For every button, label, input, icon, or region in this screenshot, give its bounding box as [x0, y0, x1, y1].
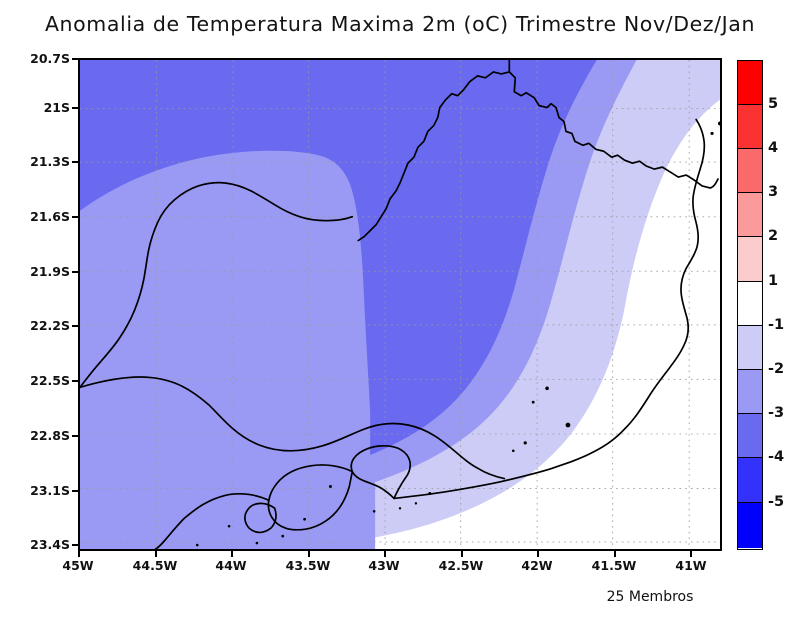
colorbar-tick-label: 2	[768, 228, 779, 244]
y-tick-label: 23.4S	[30, 537, 70, 552]
y-tick-label: 22.2S	[30, 318, 70, 333]
y-tick-label: 22.5S	[30, 373, 70, 388]
ensemble-members-caption: 25 Membros	[606, 589, 694, 605]
colorbar-tick-label: -3	[768, 405, 785, 421]
colorbar-band	[738, 105, 762, 149]
y-tick-label: 20.7S	[30, 51, 70, 66]
colorbar-legend	[737, 60, 763, 550]
colorbar-tick-label: 5	[768, 96, 779, 112]
x-tick-label: 43.5W	[285, 558, 331, 573]
colorbar-tick-label: -4	[768, 449, 785, 465]
x-tick-label: 45W	[62, 558, 94, 573]
x-tick-label: 41W	[675, 558, 707, 573]
colorbar-tick-label: 3	[768, 184, 779, 200]
colorbar-band	[738, 414, 762, 458]
x-tick-label: 44W	[215, 558, 247, 573]
colorbar-tick-label: 4	[768, 140, 779, 156]
colorbar-band	[738, 370, 762, 414]
anomaly-field-map	[80, 60, 720, 549]
band-west-lobe-overlay	[80, 150, 371, 503]
x-tick-label: 42W	[521, 558, 553, 573]
colorbar-band	[738, 237, 762, 282]
colorbar-tick-label: 1	[768, 273, 779, 289]
y-tick-label: 22.8S	[30, 428, 70, 443]
y-tick-label: 21.6S	[30, 209, 70, 224]
colorbar-tick-label: -5	[768, 494, 785, 510]
colorbar-band	[738, 458, 762, 503]
map-plot-area	[78, 58, 722, 551]
colorbar-tick-label: -1	[768, 317, 785, 333]
page-title: Anomalia de Temperatura Maxima 2m (oC) T…	[44, 12, 756, 36]
colorbar-band	[738, 61, 762, 105]
colorbar-band	[738, 503, 762, 548]
y-tick-label: 21.3S	[30, 154, 70, 169]
grid-lines	[80, 60, 720, 549]
x-tick-label: 44.5W	[132, 558, 178, 573]
colorbar-band	[738, 282, 762, 326]
colorbar-tick-label: -2	[768, 361, 785, 377]
x-tick-label: 41.5W	[591, 558, 637, 573]
y-tick-label: 23.1S	[30, 483, 70, 498]
y-tick-label: 21.9S	[30, 264, 70, 279]
x-tick-label: 43W	[368, 558, 400, 573]
coastline-outline	[80, 60, 720, 549]
y-tick-label: 21S	[43, 100, 70, 115]
colorbar-band	[738, 326, 762, 370]
colorbar-band	[738, 149, 762, 193]
x-tick-label: 42.5W	[438, 558, 484, 573]
colorbar-band	[738, 193, 762, 237]
